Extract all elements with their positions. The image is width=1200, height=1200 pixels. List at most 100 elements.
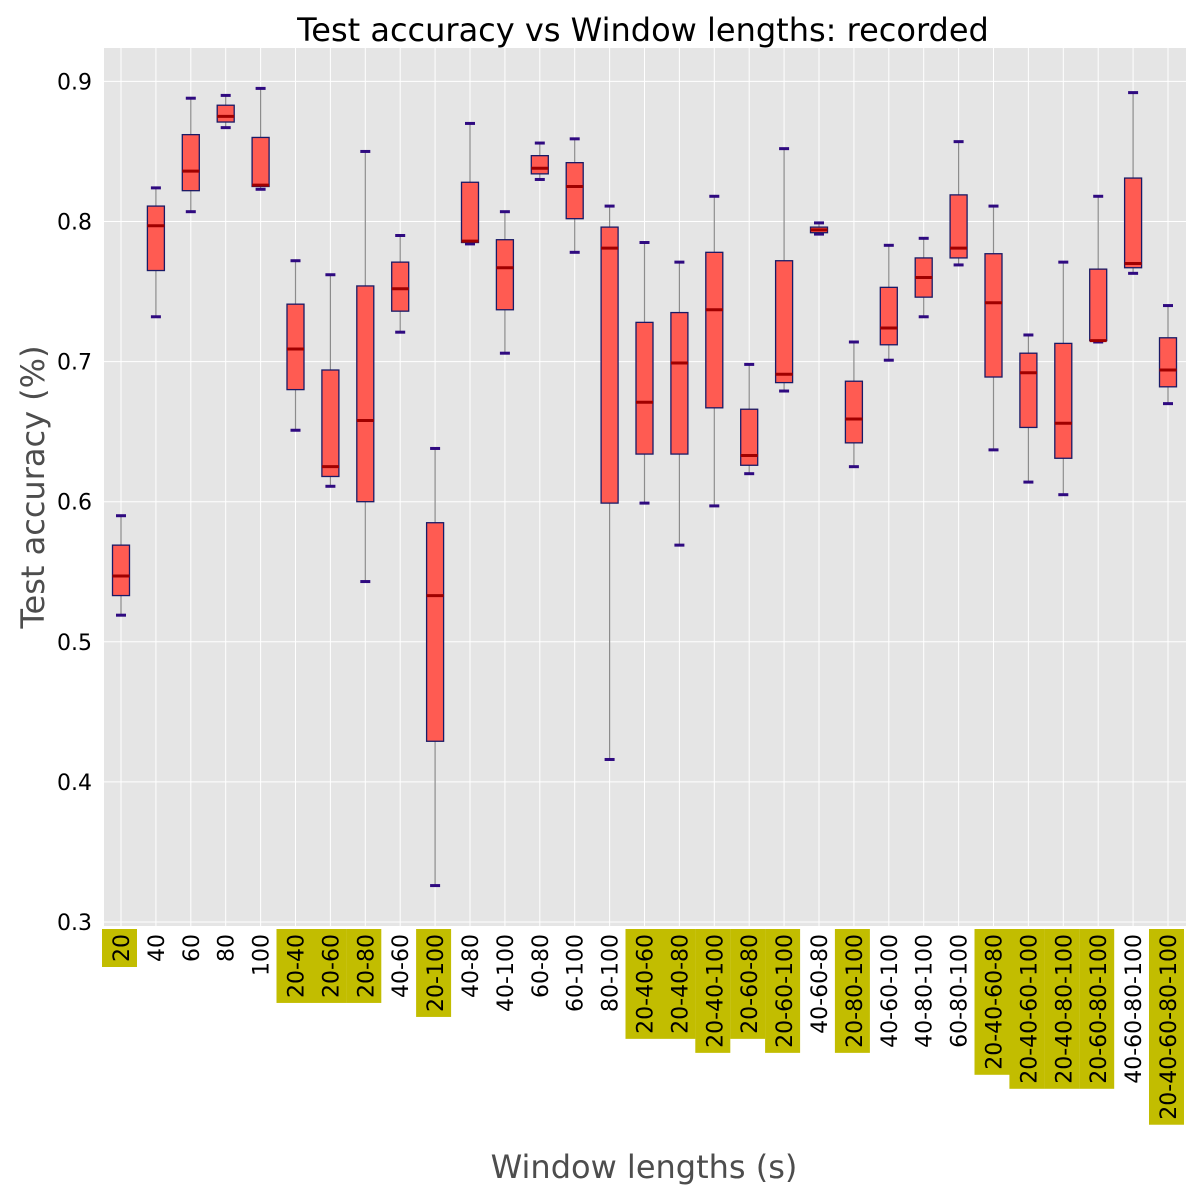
iqr-box (425, 522, 445, 742)
x-tick-label: 80-100 (599, 934, 624, 1012)
box-40-80-100 (914, 236, 933, 319)
x-tick-label: 40-80-100 (913, 934, 938, 1048)
x-tick-label: 20-40-60 (634, 934, 659, 1034)
iqr-box (495, 239, 515, 311)
box-40-60-80-100 (1123, 91, 1143, 275)
x-tick-20-100: 20-100 (416, 929, 452, 1017)
x-axis-label: Window lengths (s) (491, 1148, 798, 1186)
x-tick-label: 20-100 (424, 934, 449, 1012)
x-tick-60-100: 60-100 (564, 934, 589, 1012)
box-80 (216, 93, 235, 130)
x-tick-20-60: 20-60 (311, 929, 347, 1003)
x-tick-labels: 20 40 60 80 100 20-40 20-60 20-80 40-60 20-100 40-… (102, 929, 1184, 1125)
x-tick-40-60-80-100: 40-60-80-100 (1122, 934, 1147, 1084)
iqr-box (1054, 342, 1073, 459)
box-20-40-60-100 (1019, 333, 1038, 484)
box-40-60-100 (879, 243, 898, 362)
x-tick-20-40-60-100: 20-40-60-100 (1009, 929, 1045, 1089)
iqr-box (949, 194, 968, 259)
box-40 (146, 186, 166, 319)
x-tick-label: 20-60 (319, 934, 344, 998)
iqr-box (321, 369, 340, 478)
highlight-background (102, 929, 137, 967)
x-tick-20-80-100: 20-80-100 (834, 929, 870, 1053)
x-tick-label: 20-60-100 (773, 934, 798, 1048)
iqr-box (530, 155, 549, 175)
box-80-100 (600, 204, 619, 761)
box-100 (251, 86, 270, 191)
highlight-background (974, 929, 1010, 1075)
x-tick-20-40-60-80: 20-40-60-80 (974, 929, 1010, 1075)
highlight-background (625, 929, 661, 1039)
box-40-60 (391, 234, 410, 334)
iqr-box (774, 260, 794, 384)
box-20-60-80 (740, 362, 759, 476)
box-20-40-60-80-100 (1158, 304, 1178, 406)
x-tick-label: 20-80 (354, 934, 379, 998)
x-tick-80-100: 80-100 (599, 934, 624, 1012)
y-tick-label: 0.9 (57, 70, 92, 95)
x-tick-40-60: 40-60 (389, 934, 414, 998)
x-tick-label: 20-40-60-80 (983, 934, 1008, 1070)
box-40-60-80 (809, 221, 829, 236)
y-tick-label: 0.3 (57, 911, 92, 936)
iqr-box (740, 408, 759, 466)
iqr-box (879, 286, 898, 346)
x-tick-40-100: 40-100 (494, 934, 519, 1012)
highlight-background (1079, 929, 1115, 1089)
x-tick-60-80-100: 60-80-100 (948, 934, 973, 1048)
box-20-60-100 (774, 147, 794, 393)
x-tick-label: 20-40-60-100 (1017, 934, 1042, 1084)
x-tick-label: 40-100 (494, 934, 519, 1012)
highlight-background (416, 929, 452, 1017)
highlight-background (276, 929, 312, 1003)
x-tick-20-60-100: 20-60-100 (765, 929, 801, 1053)
x-tick-label: 80 (215, 934, 240, 962)
x-tick-label: 60-100 (564, 934, 589, 1012)
box-20-40-80-100 (1054, 260, 1073, 497)
box-60-80-100 (949, 140, 968, 267)
x-tick-label: 40-60 (389, 934, 414, 998)
boxes (111, 86, 1178, 888)
x-tick-label: 40-60-100 (878, 934, 903, 1048)
highlight-background (346, 929, 382, 1003)
iqr-box (181, 133, 200, 192)
box-20 (111, 514, 131, 617)
box-20-60-80-100 (1089, 194, 1108, 344)
x-tick-20-60-80-100: 20-60-80-100 (1079, 929, 1115, 1089)
x-tick-label: 60-80-100 (948, 934, 973, 1048)
iqr-box (460, 181, 480, 244)
x-tick-label: 20-40-100 (703, 934, 728, 1048)
x-tick-20-40-80-100: 20-40-80-100 (1044, 929, 1080, 1089)
x-tick-20-80: 20-80 (346, 929, 382, 1003)
iqr-box (1089, 268, 1108, 342)
iqr-box (635, 321, 654, 455)
iqr-box (251, 136, 270, 188)
x-tick-20-40-60: 20-40-60 (625, 929, 661, 1039)
iqr-box (565, 162, 584, 220)
iqr-box (286, 303, 305, 391)
highlight-background (1044, 929, 1080, 1089)
iqr-box (356, 285, 375, 503)
x-tick-label: 40-60-80-100 (1122, 934, 1147, 1084)
box-20-40-80 (670, 260, 689, 547)
box-40-80 (460, 121, 480, 246)
highlight-background (695, 929, 731, 1053)
box-60 (181, 96, 200, 214)
x-tick-label: 40-80 (459, 934, 484, 998)
x-tick-label: 20-40-80 (668, 934, 693, 1034)
x-tick-20-60-80: 20-60-80 (730, 929, 766, 1039)
y-axis-label: Test accuracy (%) (14, 345, 52, 629)
highlight-background (765, 929, 801, 1053)
x-tick-80: 80 (215, 934, 240, 962)
x-tick-40-80: 40-80 (459, 934, 484, 998)
x-tick-label: 20 (110, 934, 135, 962)
box-20-100 (425, 446, 445, 888)
box-20-80-100 (844, 340, 864, 469)
highlight-background (834, 929, 870, 1053)
x-tick-label: 20-60-80 (738, 934, 763, 1034)
x-tick-20-40-100: 20-40-100 (695, 929, 731, 1053)
highlight-background (1149, 929, 1184, 1125)
box-20-60 (321, 273, 340, 488)
y-tick-label: 0.8 (57, 211, 92, 236)
